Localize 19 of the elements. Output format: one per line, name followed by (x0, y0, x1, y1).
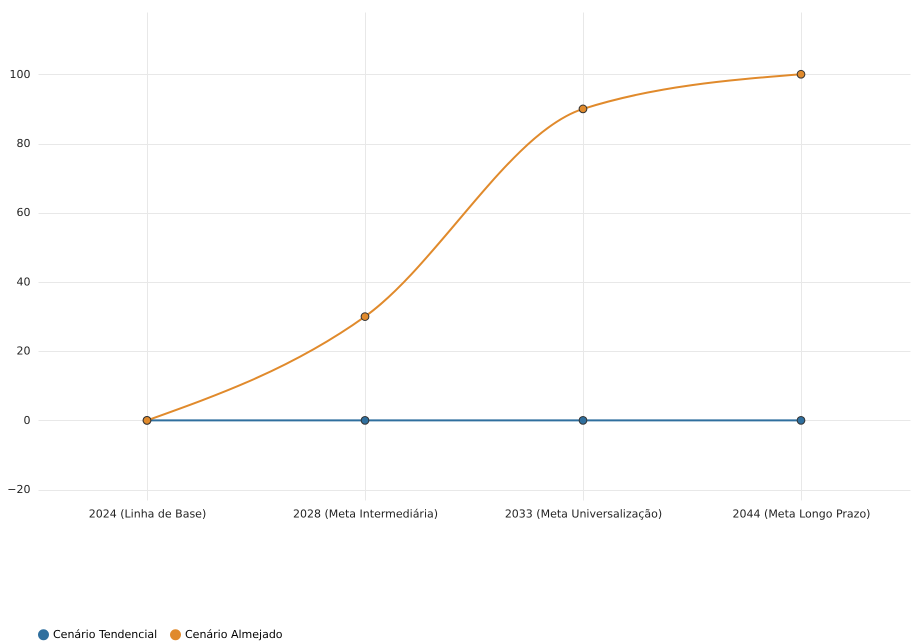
x-tick-label: 2028 (Meta Intermediária) (292, 508, 438, 520)
y-tick-label: 20 (16, 344, 30, 358)
x-tick-label: 2044 (Meta Longo Prazo) (732, 508, 870, 520)
x-tick-label: 2024 (Linha de Base) (88, 508, 206, 520)
point (578, 416, 588, 425)
point (360, 416, 370, 425)
point (796, 416, 806, 425)
y-tick-label: 80 (16, 137, 30, 150)
legend-label: Cenário Tendencial (53, 628, 158, 641)
y-tick-label: 60 (16, 206, 30, 220)
y-tick-label: 0 (24, 414, 30, 427)
x-tick-label: 2033 (Meta Universalização) (504, 508, 662, 520)
point (796, 70, 806, 79)
legend-label: Cenário Almejado (185, 628, 283, 641)
point (578, 104, 588, 114)
y-tick-label: 100 (10, 68, 30, 81)
point (360, 312, 370, 321)
y-tick-label: −20 (7, 483, 30, 496)
y-tick-label: 40 (16, 275, 30, 288)
